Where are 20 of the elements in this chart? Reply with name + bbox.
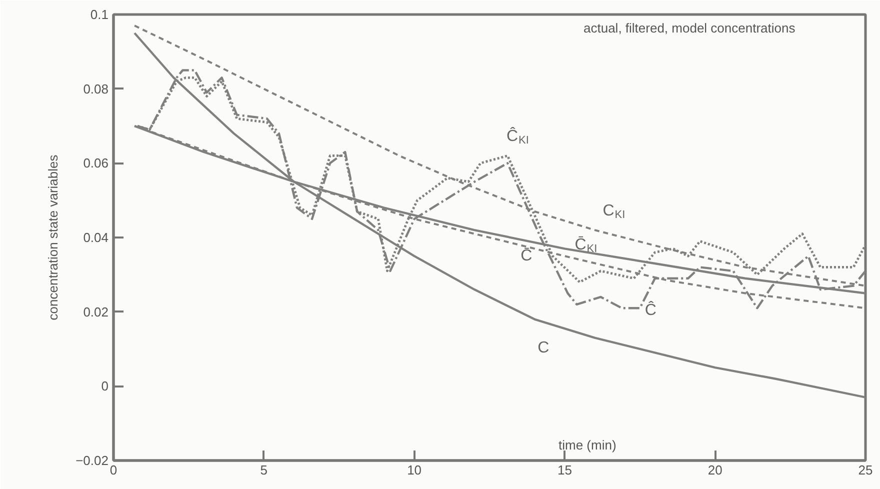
x-tick-label: 10: [407, 462, 422, 478]
text: actual, filtered, model concentrations: [584, 20, 796, 36]
x-axis-title: time (min): [558, 438, 616, 452]
series-label: C̄: [574, 236, 586, 254]
x-tick-label: 20: [708, 462, 722, 478]
x-tick-label: 15: [557, 462, 572, 478]
x-tick-label: 5: [260, 462, 268, 478]
y-axis-title: concentration state variables: [46, 154, 61, 320]
y-tick-label: 0: [101, 378, 109, 394]
text: KI: [586, 242, 598, 255]
text: C̄: [520, 248, 532, 265]
y-tick-label: 0.08: [83, 81, 109, 96]
y-tick-label: 0.02: [83, 304, 109, 320]
series-label: Ĉ: [644, 300, 656, 319]
y-tick-label: 0.04: [83, 230, 109, 245]
y-tick-label: −0.02: [76, 453, 109, 468]
y-tick-label: 0.06: [83, 156, 109, 171]
y-tick-label: 0.1: [90, 7, 109, 22]
x-tick-label: 25: [858, 462, 873, 478]
series-label: C: [538, 340, 550, 357]
